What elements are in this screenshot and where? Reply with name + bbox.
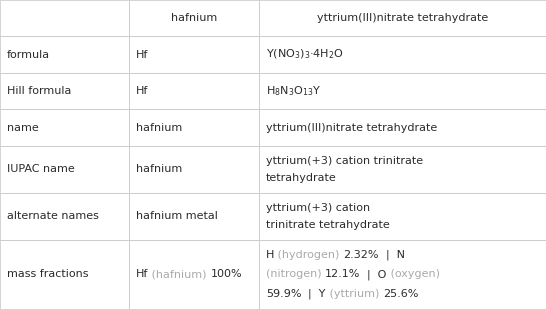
- Text: tetrahydrate: tetrahydrate: [266, 173, 337, 183]
- Text: (oxygen): (oxygen): [387, 269, 440, 279]
- Text: |  N: | N: [379, 250, 405, 260]
- Bar: [129, 0, 259, 36]
- Text: hafnium: hafnium: [136, 164, 182, 174]
- Bar: [129, 109, 259, 146]
- Text: Hf: Hf: [136, 50, 149, 60]
- Bar: [0, 193, 129, 240]
- Text: (hydrogen): (hydrogen): [274, 250, 343, 260]
- Bar: [259, 0, 546, 36]
- Text: Hill formula: Hill formula: [7, 86, 71, 96]
- Text: 12.1%: 12.1%: [325, 269, 360, 279]
- Text: trinitrate tetrahydrate: trinitrate tetrahydrate: [266, 220, 390, 230]
- Text: |  O: | O: [360, 269, 387, 280]
- Text: hafnium metal: hafnium metal: [136, 211, 218, 221]
- Text: alternate names: alternate names: [7, 211, 98, 221]
- Bar: [0, 0, 129, 36]
- Bar: [0, 146, 129, 193]
- Bar: [0, 240, 129, 309]
- Bar: [259, 240, 546, 309]
- Text: 100%: 100%: [210, 269, 242, 279]
- Text: name: name: [7, 123, 38, 133]
- Text: yttrium(+3) cation: yttrium(+3) cation: [266, 203, 370, 213]
- Bar: [259, 193, 546, 240]
- Text: mass fractions: mass fractions: [7, 269, 88, 279]
- Bar: [129, 240, 259, 309]
- Bar: [129, 193, 259, 240]
- Text: (hafnium): (hafnium): [149, 269, 210, 279]
- Text: 2.32%: 2.32%: [343, 250, 379, 260]
- Text: (nitrogen): (nitrogen): [266, 269, 325, 279]
- Text: formula: formula: [7, 50, 50, 60]
- Bar: [0, 36, 129, 73]
- Bar: [129, 146, 259, 193]
- Text: hafnium: hafnium: [136, 123, 182, 133]
- Text: 59.9%: 59.9%: [266, 289, 301, 299]
- Bar: [0, 109, 129, 146]
- Text: hafnium: hafnium: [171, 13, 217, 23]
- Text: H$_8$N$_3$O$_{13}$Y: H$_8$N$_3$O$_{13}$Y: [266, 84, 321, 98]
- Text: (yttrium): (yttrium): [326, 289, 383, 299]
- Text: H: H: [266, 250, 274, 260]
- Text: Hf: Hf: [136, 86, 149, 96]
- Bar: [259, 146, 546, 193]
- Bar: [259, 73, 546, 109]
- Text: yttrium(+3) cation trinitrate: yttrium(+3) cation trinitrate: [266, 156, 423, 166]
- Text: Hf: Hf: [136, 269, 149, 279]
- Text: 25.6%: 25.6%: [383, 289, 418, 299]
- Bar: [129, 36, 259, 73]
- Text: yttrium(III)nitrate tetrahydrate: yttrium(III)nitrate tetrahydrate: [317, 13, 488, 23]
- Text: Y(NO$_3$)$_3$·4H$_2$O: Y(NO$_3$)$_3$·4H$_2$O: [266, 48, 343, 61]
- Bar: [0, 73, 129, 109]
- Bar: [259, 36, 546, 73]
- Text: IUPAC name: IUPAC name: [7, 164, 74, 174]
- Text: yttrium(III)nitrate tetrahydrate: yttrium(III)nitrate tetrahydrate: [266, 123, 437, 133]
- Text: |  Y: | Y: [301, 289, 326, 299]
- Bar: [129, 73, 259, 109]
- Bar: [259, 109, 546, 146]
